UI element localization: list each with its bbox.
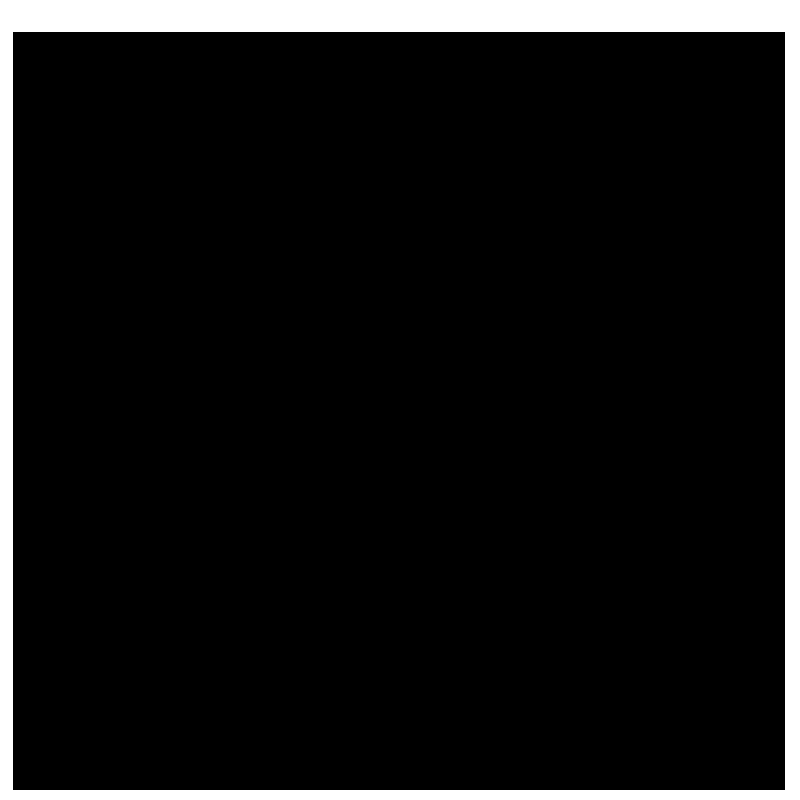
- plot-area: [45, 64, 753, 758]
- crosshair-vertical: [45, 64, 46, 758]
- heatmap-canvas: [45, 64, 753, 758]
- chart-container: [0, 0, 800, 800]
- chart-frame: [13, 32, 785, 790]
